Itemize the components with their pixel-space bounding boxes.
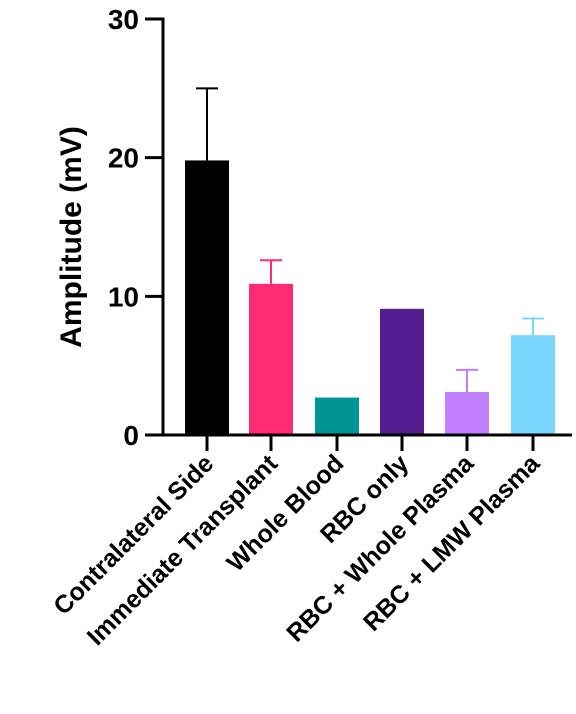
y-ticks-group: 0 10 20 30 xyxy=(108,4,163,451)
bar xyxy=(511,335,555,435)
bars-group xyxy=(185,160,555,435)
y-tick-label: 10 xyxy=(108,281,139,312)
bar xyxy=(249,283,293,435)
y-axis-title: Amplitude (mV) xyxy=(55,126,88,348)
y-tick-label: 0 xyxy=(123,420,139,451)
y-tick-label: 30 xyxy=(108,4,139,35)
y-tick-label: 20 xyxy=(108,143,139,174)
bar xyxy=(315,397,359,435)
error-bars-group xyxy=(196,87,544,393)
bar xyxy=(445,392,489,435)
bar xyxy=(380,308,424,435)
bar xyxy=(185,160,229,435)
